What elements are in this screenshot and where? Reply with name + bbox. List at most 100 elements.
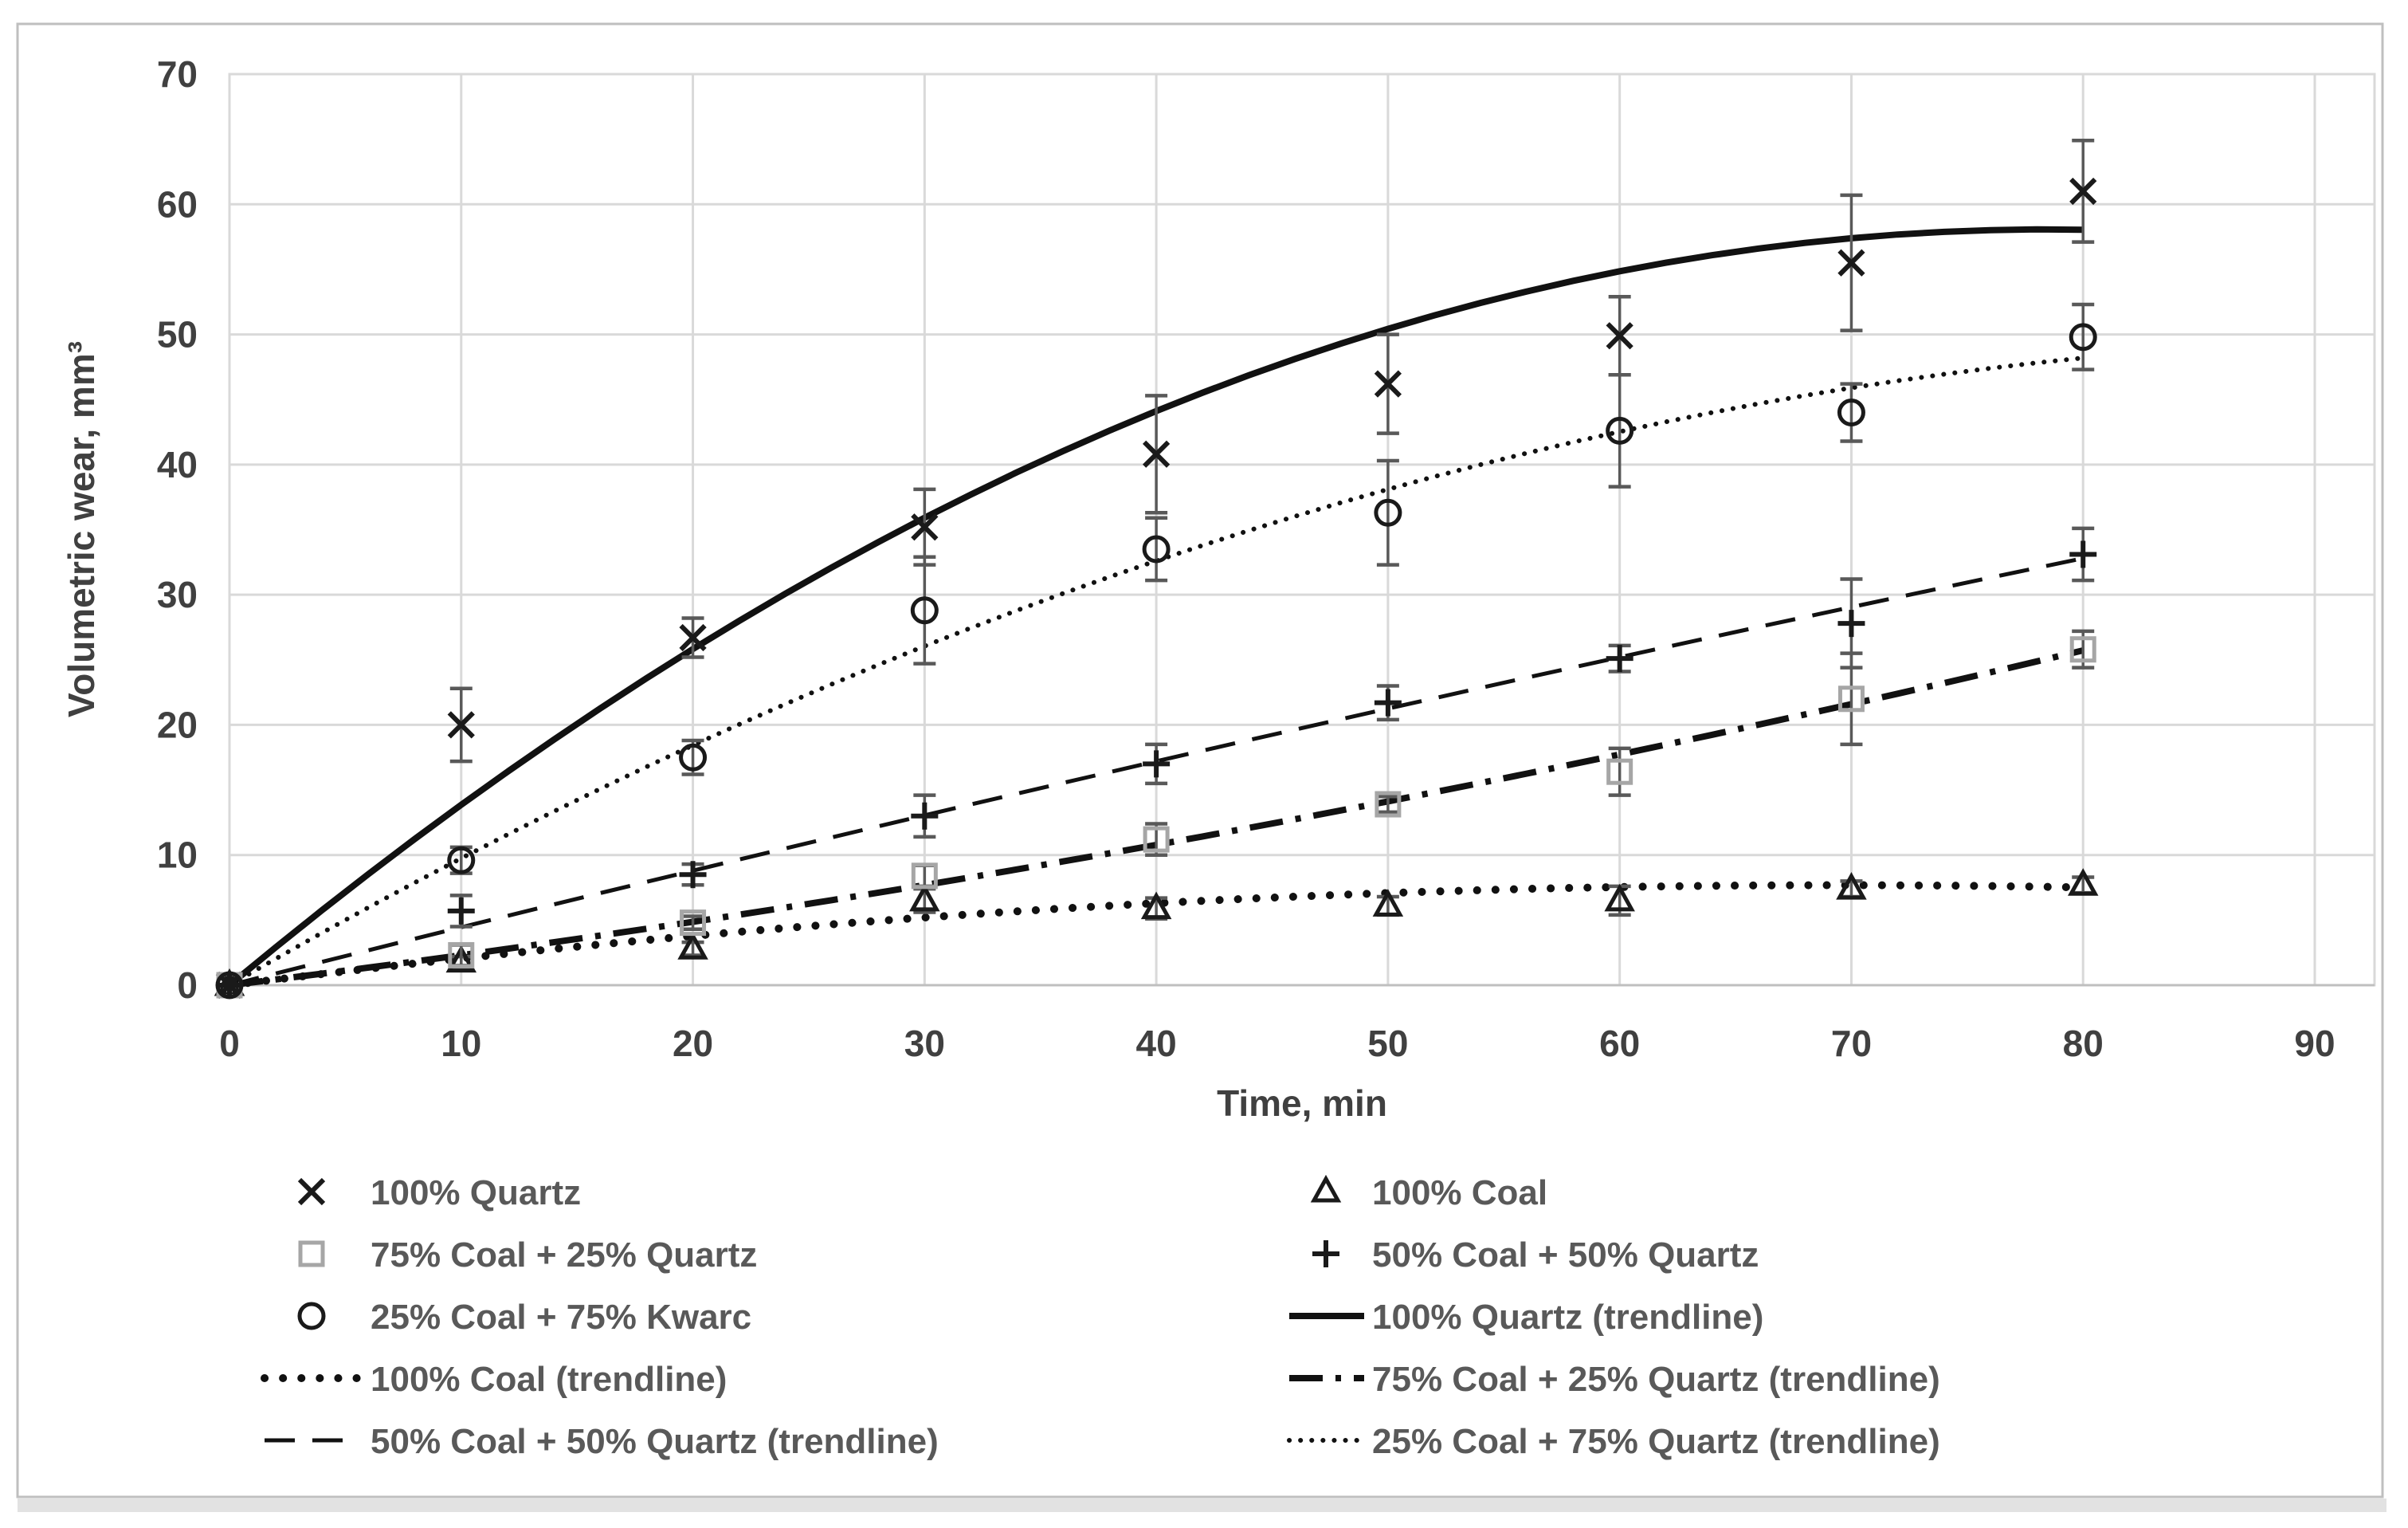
errorbar-75-coal-25-quartz-t20 bbox=[681, 914, 704, 932]
y-tick-label-30: 30 bbox=[157, 574, 198, 615]
y-tick-label-0: 0 bbox=[177, 964, 198, 1006]
x-tick-label-50: 50 bbox=[1367, 1023, 1408, 1064]
legend-marker-triangle-icon bbox=[1310, 1174, 1342, 1203]
marker-25-coal-75-kwarc-t0 bbox=[215, 971, 244, 1000]
legend: 100% Quartz 100% Coal 75% Coal + 25% Quart… bbox=[261, 1173, 1940, 1461]
marker-25-coal-75-kwarc-t20 bbox=[679, 743, 708, 772]
errorbar-25-coal-75-kwarc-t60 bbox=[1608, 372, 1631, 489]
marker-100-coal-t10 bbox=[445, 945, 477, 973]
marker-75-coal-25-quartz-t70 bbox=[1837, 685, 1865, 713]
x-tick-label-20: 20 bbox=[673, 1023, 713, 1064]
x-tick-label-10: 10 bbox=[441, 1023, 481, 1064]
y-tick-label-20: 20 bbox=[157, 704, 198, 745]
marker-25-coal-75-kwarc-t80 bbox=[2069, 323, 2097, 352]
errorbar-25-coal-75-kwarc-t40 bbox=[1145, 516, 1168, 583]
marker-50-coal-50-quartz-t30 bbox=[911, 802, 939, 830]
marker-100-quartz-t50 bbox=[1374, 370, 1402, 398]
errorbar-25-coal-75-kwarc-t70 bbox=[1840, 382, 1863, 443]
marker-25-coal-75-kwarc-t60 bbox=[1606, 416, 1634, 445]
marker-100-coal-t20 bbox=[677, 932, 708, 960]
marker-25-coal-75-kwarc-t70 bbox=[1837, 399, 1865, 427]
series-25-coal-75-kwarc bbox=[215, 302, 2097, 1000]
marker-50-coal-50-quartz-t10 bbox=[447, 897, 475, 925]
legend-marker-circle-icon bbox=[297, 1302, 326, 1330]
legend-item-100-coal-trendline: 100% Coal (trendline) bbox=[261, 1360, 727, 1399]
series-50-coal-50-quartz bbox=[216, 526, 2097, 999]
legend-item-100-quartz-trendline: 100% Quartz (trendline) bbox=[1289, 1298, 1763, 1337]
x-tick-label-90: 90 bbox=[2294, 1023, 2335, 1064]
marker-25-coal-75-kwarc-t40 bbox=[1142, 535, 1171, 564]
marker-100-quartz-t20 bbox=[679, 623, 707, 652]
marker-50-coal-50-quartz-t40 bbox=[1143, 750, 1171, 778]
legend-item-25-coal-75-quartz-trendline: 25% Coal + 75% Quartz (trendline) bbox=[1287, 1422, 1940, 1461]
errorbar-75-coal-25-quartz-t50 bbox=[1376, 794, 1399, 815]
legend-item-75-coal-25-quartz: 75% Coal + 25% Quartz bbox=[298, 1235, 757, 1275]
legend-label: 100% Quartz (trendline) bbox=[1372, 1298, 1763, 1337]
x-tick-label-0: 0 bbox=[219, 1023, 240, 1064]
frame-layer bbox=[16, 22, 2386, 1512]
marker-50-coal-50-quartz-t70 bbox=[1837, 610, 1865, 638]
legend-label: 100% Coal bbox=[1372, 1173, 1547, 1212]
marker-50-coal-50-quartz-t80 bbox=[2069, 540, 2097, 568]
marker-50-coal-50-quartz-t60 bbox=[1606, 645, 1633, 673]
marker-100-coal-t40 bbox=[1140, 891, 1172, 920]
series-100-coal bbox=[214, 868, 2099, 996]
marker-100-coal-t70 bbox=[1836, 872, 1867, 900]
marker-25-coal-75-kwarc-t10 bbox=[447, 846, 476, 874]
legend-item-50-coal-50-quartz-trendline: 50% Coal + 50% Quartz (trendline) bbox=[265, 1422, 939, 1461]
legend-item-100-coal: 100% Coal bbox=[1310, 1173, 1547, 1212]
figure-border bbox=[16, 22, 2384, 1499]
errorbar-25-coal-75-kwarc-t50 bbox=[1376, 458, 1399, 567]
bottom-strip bbox=[18, 1499, 2386, 1512]
y-tick-label-50: 50 bbox=[157, 314, 198, 355]
legend-label: 75% Coal + 25% Quartz bbox=[371, 1235, 757, 1275]
trendline-100-coal-trendline bbox=[226, 881, 2088, 989]
legend-label: 50% Coal + 50% Quartz (trendline) bbox=[371, 1422, 939, 1461]
x-tick-label-80: 80 bbox=[2063, 1023, 2104, 1064]
y-tick-label-10: 10 bbox=[157, 835, 198, 876]
legend-label: 25% Coal + 75% Quartz (trendline) bbox=[1372, 1422, 1940, 1461]
legend-item-100-quartz: 100% Quartz bbox=[297, 1173, 581, 1212]
marker-100-quartz-t40 bbox=[1142, 440, 1171, 468]
data-points-layer bbox=[214, 139, 2099, 1000]
marker-75-coal-25-quartz-t30 bbox=[911, 862, 938, 890]
errorbar-25-coal-75-kwarc-t30 bbox=[913, 555, 936, 666]
marker-100-coal-t60 bbox=[1604, 883, 1635, 912]
legend-label: 50% Coal + 50% Quartz bbox=[1372, 1235, 1759, 1275]
x-axis-title: Time, min bbox=[1217, 1082, 1387, 1124]
marker-25-coal-75-kwarc-t30 bbox=[910, 596, 939, 625]
legend-item-50-coal-50-quartz: 50% Coal + 50% Quartz bbox=[1312, 1235, 1759, 1275]
trendline-50-coal-50-quartz-trendline bbox=[229, 556, 2084, 988]
marker-75-coal-25-quartz-t10 bbox=[448, 941, 475, 968]
marker-100-quartz-t60 bbox=[1606, 322, 1633, 350]
legend-marker-square-icon bbox=[298, 1240, 325, 1267]
legend-label: 100% Coal (trendline) bbox=[371, 1360, 727, 1399]
x-tick-label-70: 70 bbox=[1831, 1023, 1872, 1064]
y-tick-label-40: 40 bbox=[157, 444, 198, 485]
y-tick-label-60: 60 bbox=[157, 183, 198, 225]
legend-marker-x-icon bbox=[297, 1177, 326, 1206]
legend-label: 25% Coal + 75% Kwarc bbox=[371, 1298, 751, 1337]
marker-100-coal-t80 bbox=[2067, 868, 2099, 896]
tick-labels-layer: 0 10 20 30 40 50 60 70 80 90 0 10 20 30 40 50 60 70 bbox=[157, 53, 2335, 1064]
x-tick-label-30: 30 bbox=[904, 1023, 945, 1064]
trendline-75-coal-25-quartz-trendline bbox=[229, 647, 2084, 988]
marker-75-coal-25-quartz-t40 bbox=[1143, 826, 1170, 853]
legend-label: 100% Quartz bbox=[371, 1173, 581, 1212]
legend-item-25-coal-75-kwarc: 25% Coal + 75% Kwarc bbox=[297, 1298, 751, 1337]
legend-item-75-coal-25-quartz-trendline: 75% Coal + 25% Quartz (trendline) bbox=[1289, 1360, 1940, 1399]
marker-75-coal-25-quartz-t50 bbox=[1375, 791, 1402, 818]
marker-100-coal-t50 bbox=[1372, 889, 1404, 917]
errorbar-100-coal-t20 bbox=[681, 940, 704, 957]
marker-25-coal-75-kwarc-t50 bbox=[1374, 498, 1402, 527]
legend-label: 75% Coal + 25% Quartz (trendline) bbox=[1372, 1360, 1940, 1399]
marker-100-quartz-t10 bbox=[447, 711, 475, 739]
legend-marker-plus-icon bbox=[1312, 1240, 1339, 1267]
marker-75-coal-25-quartz-t20 bbox=[680, 909, 707, 937]
marker-75-coal-25-quartz-t80 bbox=[2069, 636, 2096, 663]
marker-50-coal-50-quartz-t0 bbox=[216, 972, 243, 999]
x-tick-label-60: 60 bbox=[1599, 1023, 1640, 1064]
marker-100-quartz-t30 bbox=[911, 513, 939, 541]
